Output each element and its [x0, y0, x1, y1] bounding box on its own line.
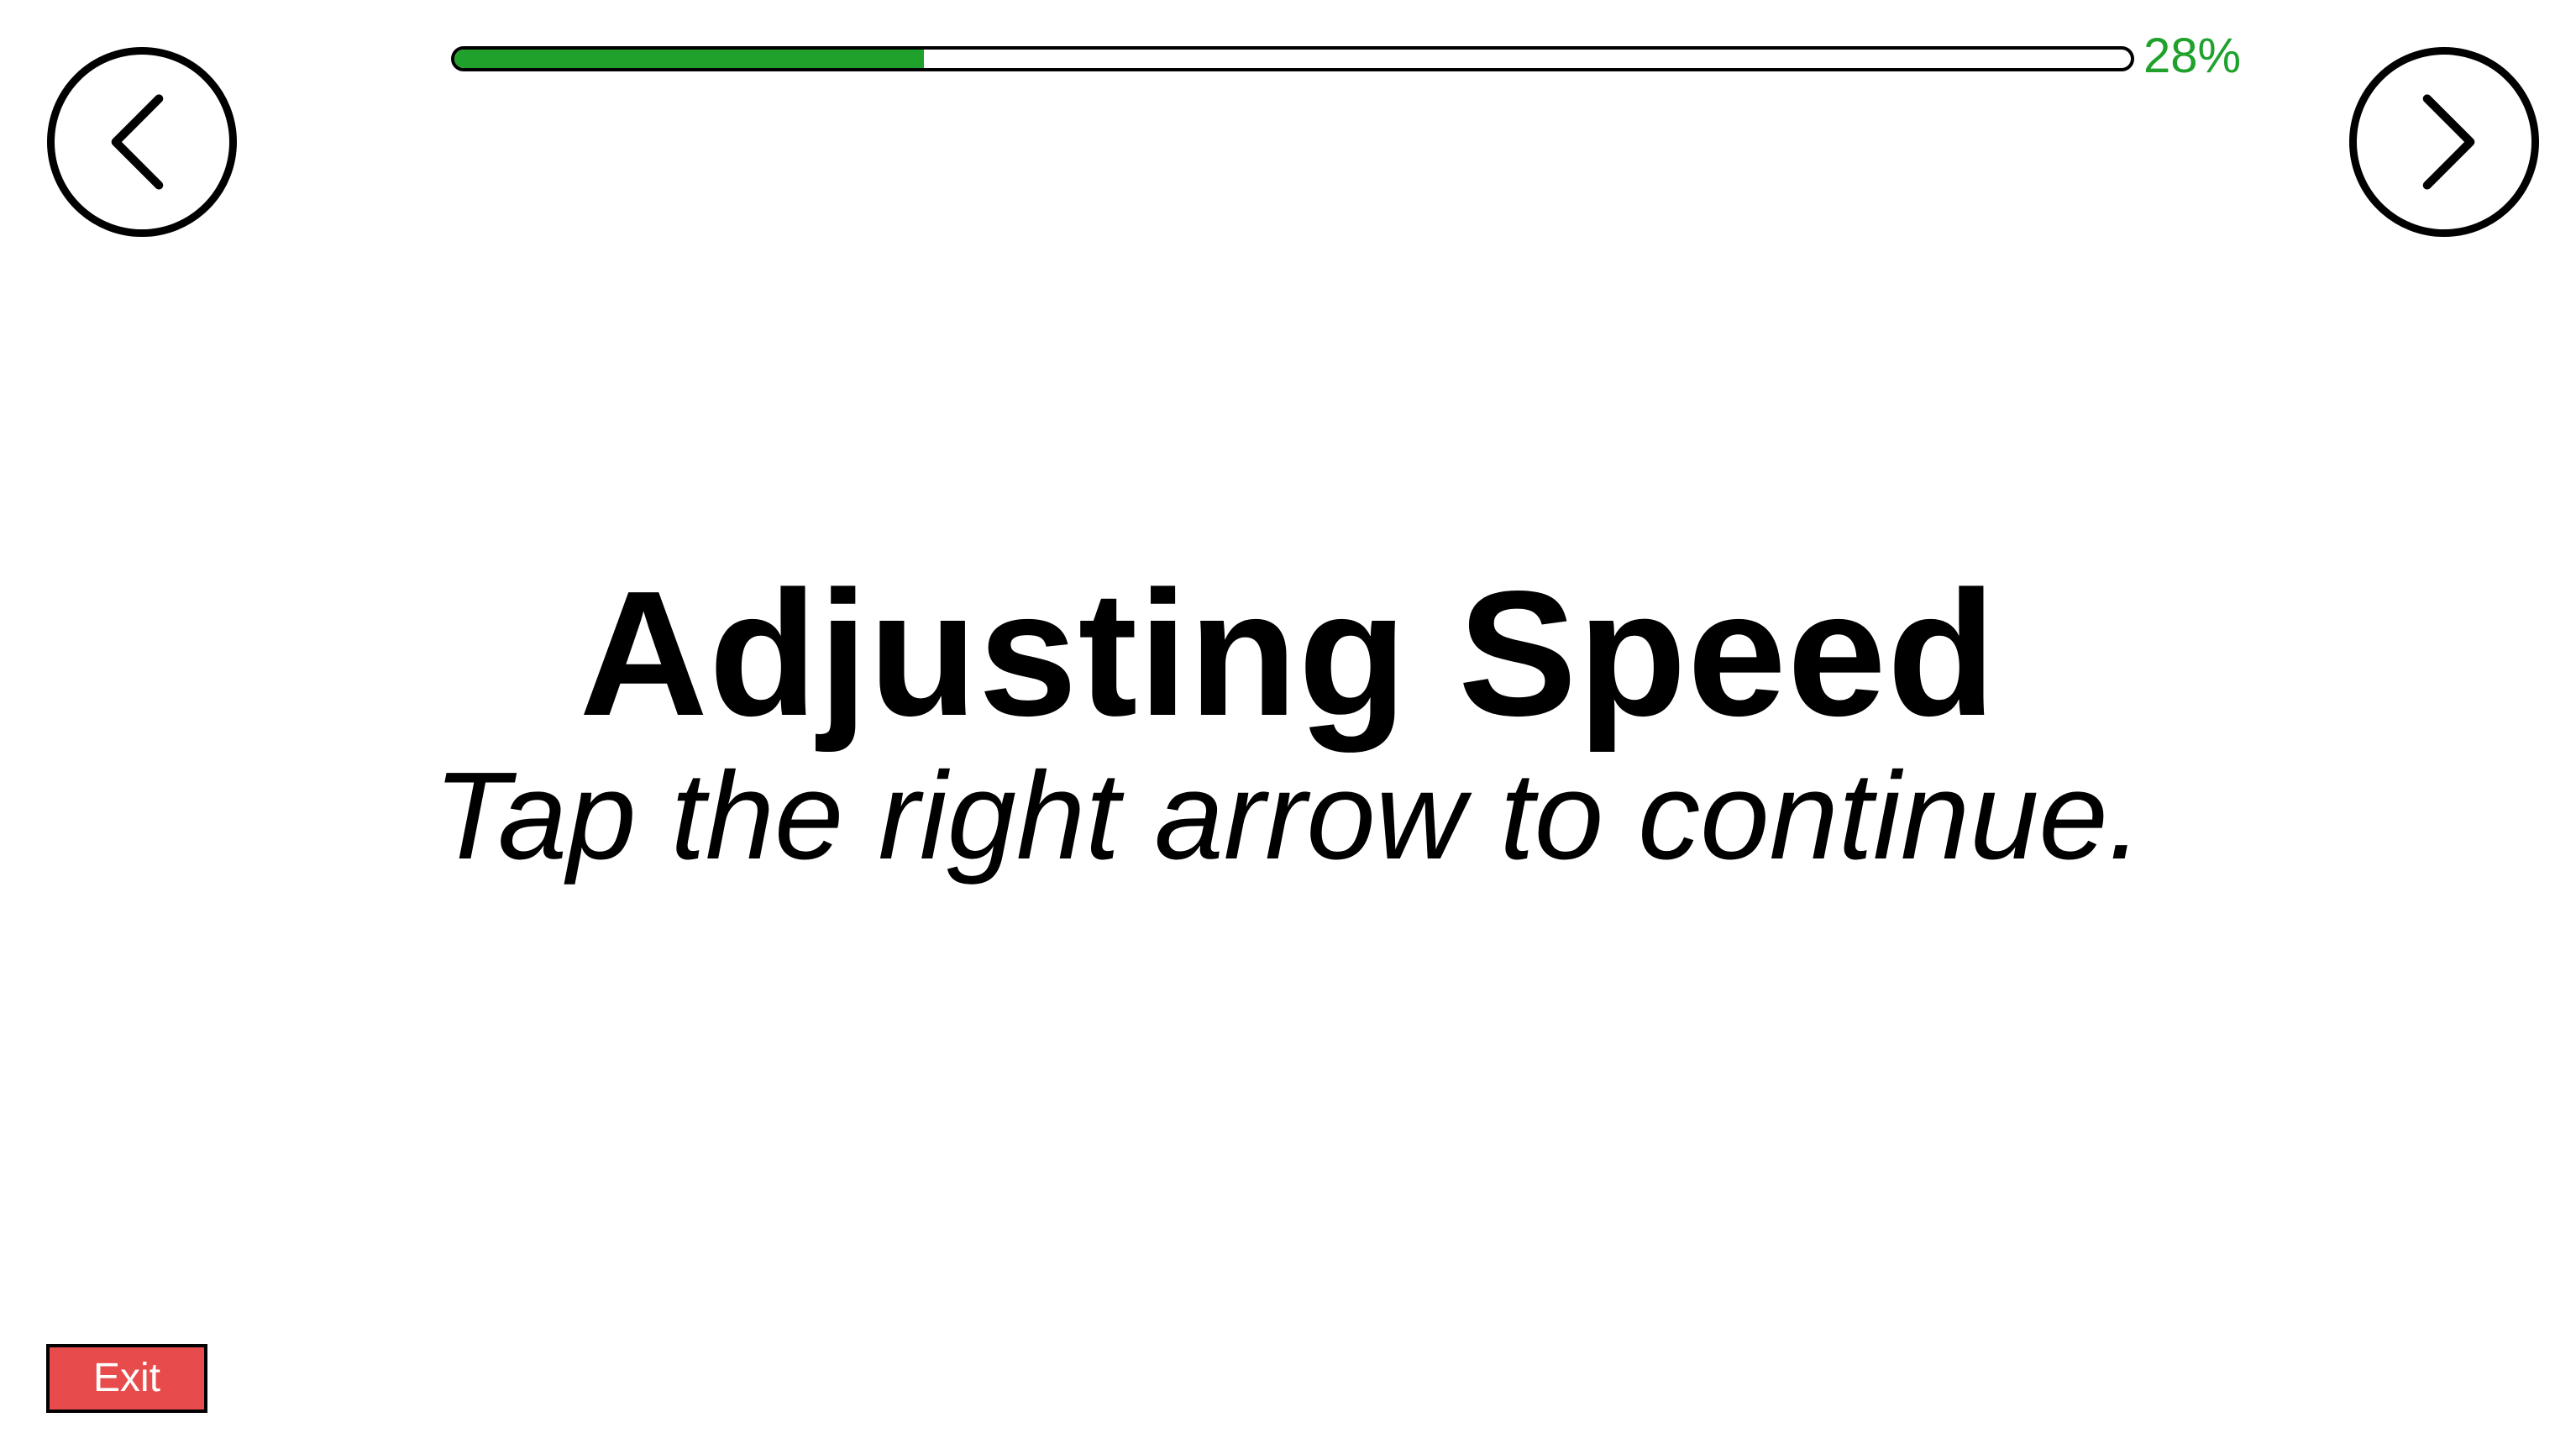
chevron-right-icon	[2422, 94, 2475, 190]
next-button[interactable]	[2349, 47, 2539, 237]
instruction-text: Tap the right arrow to continue.	[433, 747, 2143, 885]
progress-fill	[454, 50, 924, 68]
back-button[interactable]	[47, 47, 237, 237]
exit-button[interactable]: Exit	[46, 1344, 207, 1413]
page-title: Adjusting Speed	[579, 554, 1997, 753]
progress-bar	[451, 46, 2134, 71]
progress-percent: 28%	[2143, 29, 2242, 83]
chevron-left-icon	[111, 94, 164, 190]
